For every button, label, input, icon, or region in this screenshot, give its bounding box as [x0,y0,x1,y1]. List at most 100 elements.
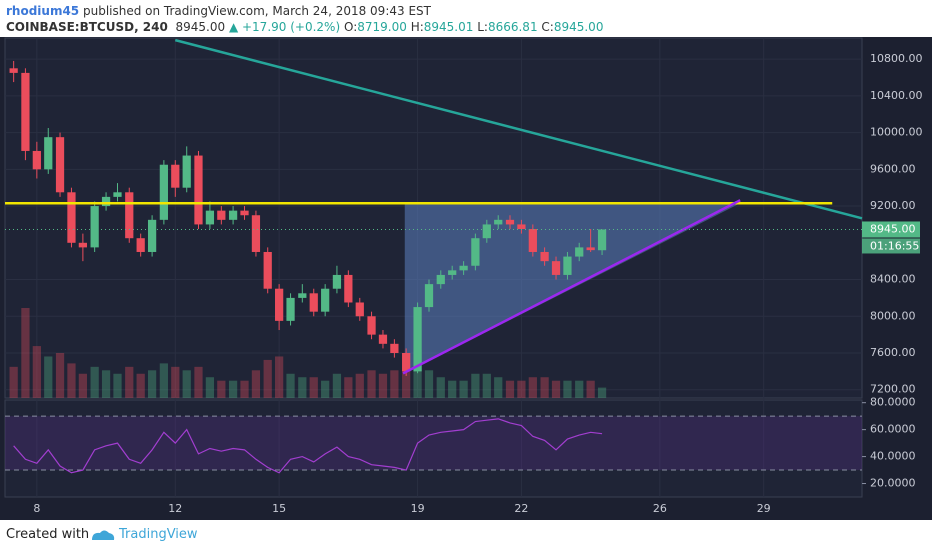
volume-bar [517,380,526,398]
volume-bar [494,377,503,398]
x-tick-label: 8 [33,502,40,515]
candle-body [321,288,330,312]
volume-bar [240,380,249,398]
brand[interactable]: TradingView [119,527,198,542]
volume-bar [540,377,549,398]
candle-body [298,293,307,298]
volume-bar [321,380,330,398]
candle-body [459,265,468,271]
rsi-band [5,416,862,471]
y-tick-label: 8400.00 [870,273,916,286]
volume-bar [90,366,99,398]
symbol: COINBASE:BTCUSD, 240 [6,20,168,34]
candle-body [448,270,457,275]
volume-bar [424,370,434,398]
candle-body [586,247,595,251]
candle-body [286,297,295,321]
volume-bar [355,373,364,398]
rsi-tick-label: 40.0000 [870,450,916,463]
volume-bar [563,380,572,398]
candle-body [67,192,76,243]
candle-body [159,164,168,220]
change: ▲ +17.90 (+0.2%) [228,20,341,34]
rsi-tick-label: 20.0000 [870,477,916,490]
last-price-box [862,221,920,238]
volume-bar [9,366,18,398]
volume-bar [217,380,226,398]
y-tick-label: 9600.00 [870,162,916,175]
volume-bar [575,380,584,398]
candle-body [275,288,284,321]
candle-body [597,229,607,251]
candle-body [563,256,572,275]
candle-body [551,261,561,275]
candle-body [575,247,584,257]
candle-body [309,293,318,312]
last-price-label: 8945.00 [870,222,916,235]
candle-body [436,274,445,285]
y-tick-label: 10000.00 [870,126,923,139]
volume-bar [597,387,607,398]
x-tick-label: 26 [653,502,667,515]
volume-bar [182,370,191,398]
header: rhodium45 published on TradingView.com, … [0,0,932,37]
trend-line [174,38,863,220]
volume-bar [263,359,272,398]
ohlc-o: 8719.00 [357,20,407,34]
y-tick-label: 7600.00 [870,346,916,359]
author[interactable]: rhodium45 [6,4,80,18]
volume-bar [390,370,399,398]
volume-bar [344,377,353,398]
y-tick-label: 7200.00 [870,383,916,396]
countdown: 01:16:55 [870,239,919,252]
volume-bar [21,308,30,398]
volume-bar [309,377,318,398]
volume-bar [136,373,145,398]
ohlc-l-label: L: [477,20,488,34]
candle-body [482,224,491,239]
candle-body [540,251,549,262]
volume-bar [67,363,76,398]
x-tick-label: 29 [757,502,771,515]
volume-bar [228,380,238,398]
volume-bar [298,377,307,398]
volume-bar [159,363,168,398]
volume-bar [367,370,376,398]
volume-bar [32,346,41,398]
candle-body [471,238,480,266]
rsi-line [13,418,603,474]
volume-bar [586,380,595,398]
candle-body [171,164,180,188]
volume-bar [332,373,342,398]
candle-body [332,274,342,289]
footer: Created with TradingView [0,520,932,550]
volume-bar [251,370,261,398]
volume-bar [125,366,134,398]
x-tick-label: 15 [272,502,286,515]
volume-bar [113,373,122,398]
volume-bar [471,373,480,398]
candle-body [182,155,191,188]
candle-body [424,284,434,308]
candle-body [147,219,157,252]
ohlc-o-label: O: [343,20,358,34]
ohlc-c-label: C: [541,20,554,34]
candle-body [367,316,376,335]
candle-body [9,68,18,73]
last: 8945.00 [175,20,226,34]
volume-bar [551,380,561,398]
candle-body [263,251,272,289]
published: published on TradingView.com, March 24, … [82,4,431,18]
symbol-line: COINBASE:BTCUSD, 240 8945.00 ▲ +17.90 (+… [6,20,603,34]
candle-body [205,210,215,225]
volume-bar [55,353,65,398]
volume-bar [275,356,284,398]
candle-body [55,137,65,193]
candle-body [402,353,411,372]
x-tick-label: 19 [411,502,425,515]
volume-bar [528,377,537,398]
candle-body [90,206,99,248]
candle-body [378,334,388,344]
volume-bar [194,366,203,398]
